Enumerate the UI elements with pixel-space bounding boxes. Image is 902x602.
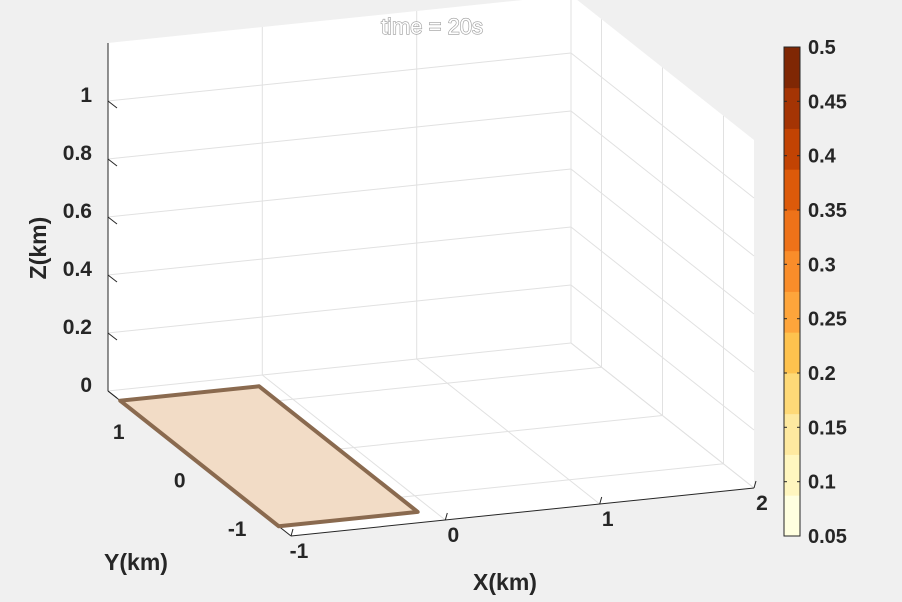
- x-tick-mark: [444, 512, 448, 521]
- z-tick-label: 0.6: [63, 200, 92, 223]
- colorbar-segment: [784, 128, 800, 170]
- colorbar-tick-label: 0.3: [808, 254, 836, 276]
- colorbar: 0.05 0.1 0.15 0.2 0.25 0.3 0.35 0.4 0.45 0.5: [783, 37, 847, 548]
- grid-line-back-z: [107, 110, 572, 160]
- grid-line-back-z: [107, 226, 572, 276]
- grid-line-right-z: [570, 342, 755, 489]
- colorbar-segment: [784, 250, 800, 292]
- z-tick-label: 0: [80, 374, 92, 397]
- colorbar-segment: [784, 47, 800, 89]
- colorbar-tick-label: 0.25: [808, 309, 847, 331]
- colorbar-tick-label: 0.1: [808, 472, 836, 494]
- fault-patch: [118, 384, 420, 529]
- x-tick-mark: [599, 496, 603, 505]
- x-axis-label: X(km): [473, 569, 537, 595]
- x-tick-label: 1: [602, 508, 614, 531]
- z-tick-label: 1: [80, 84, 92, 107]
- y-tick-label: 0: [174, 470, 186, 493]
- colorbar-segment: [784, 87, 800, 129]
- z-tick-mark: [107, 332, 118, 341]
- y-axis-label: Y(km): [104, 549, 168, 575]
- z-tick-mark: [107, 158, 118, 167]
- grid-line-right-z: [570, 226, 755, 373]
- grid-line-right-z: [570, 168, 755, 315]
- colorbar-tick-label: 0.5: [808, 37, 836, 59]
- axes-3d: -1 0 1 2 -1 0 1 0 0.2 0.4 0.6 0.8 1: [63, 0, 768, 563]
- x-tick-label: -1: [290, 540, 309, 563]
- x-tick-mark: [753, 480, 757, 489]
- x-tick-label: 0: [447, 524, 459, 547]
- z-tick-mark: [107, 390, 118, 399]
- grid-line-right-z: [570, 284, 755, 431]
- colorbar-tick-label: 0.45: [808, 91, 847, 113]
- grid-line-back-z: [107, 342, 572, 392]
- grid-line-right-z: [570, 52, 755, 199]
- back-wall-pane: [108, 0, 571, 391]
- colorbar-segment: [784, 210, 800, 252]
- colorbar-segment: [784, 291, 800, 333]
- z-tick-label: 0.2: [63, 316, 92, 339]
- colorbar-tick-label: 0.15: [808, 417, 847, 439]
- colorbar-tick-label: 0.05: [808, 526, 847, 548]
- colorbar-tick-label: 0.4: [808, 146, 837, 168]
- z-tick-mark: [107, 216, 118, 225]
- z-tick-mark: [107, 100, 118, 109]
- z-tick-label: 0.8: [63, 142, 93, 165]
- colorbar-frame: [783, 46, 801, 537]
- grid-line-back-z: [107, 168, 572, 218]
- colorbar-segment: [784, 495, 800, 537]
- x-tick-label: 2: [756, 492, 768, 515]
- grid-line-right-z: [570, 110, 755, 257]
- x-tick-mark: [290, 528, 294, 537]
- colorbar-tick-label: 0.2: [808, 363, 836, 385]
- z-axis-label: Z(km): [25, 217, 51, 280]
- chart-title: time = 20s: [381, 14, 483, 39]
- y-tick-label: -1: [228, 518, 247, 541]
- grid-line-back-z: [107, 52, 572, 102]
- colorbar-segment: [784, 413, 800, 455]
- y-tick-label: 1: [113, 421, 125, 444]
- z-tick-mark: [107, 274, 118, 283]
- colorbar-segment: [784, 332, 800, 374]
- grid-line-back-z: [107, 284, 572, 334]
- x-axis-line: [290, 487, 755, 537]
- colorbar-segment: [784, 454, 800, 496]
- colorbar-segment: [784, 373, 800, 415]
- colorbar-tick-label: 0.35: [808, 200, 847, 222]
- z-tick-label: 0.4: [63, 258, 93, 281]
- colorbar-segment: [784, 169, 800, 211]
